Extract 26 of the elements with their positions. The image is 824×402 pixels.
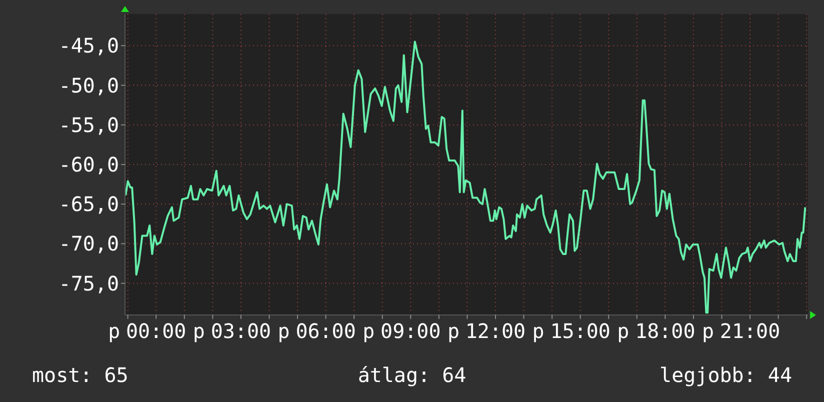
text: p xyxy=(532,319,544,343)
y-tick-label: -60,0 xyxy=(58,152,119,176)
text: most: 65 xyxy=(32,363,128,387)
text: p xyxy=(447,319,460,343)
text: p xyxy=(108,319,120,343)
x-tick-label: 09:00 xyxy=(380,319,441,343)
y-tick-label: -70,0 xyxy=(58,232,119,256)
text: p xyxy=(702,319,714,343)
x-tick-label: 21:00 xyxy=(720,319,780,343)
x-tick-label: 18:00 xyxy=(635,319,696,343)
y-tick-label: -55,0 xyxy=(58,112,119,137)
y-tick-label: -65,0 xyxy=(58,192,119,216)
x-tick-label: 15:00 xyxy=(550,319,610,343)
text: átlag: 64 xyxy=(358,363,466,387)
text: p xyxy=(362,319,375,343)
text: legjobb: 44 xyxy=(660,363,792,387)
text: p xyxy=(192,319,205,343)
x-tick-label: 12:00 xyxy=(465,319,526,343)
y-tick-label: -45,0 xyxy=(58,34,119,58)
x-tick-label: 03:00 xyxy=(210,319,272,343)
y-tick-label: -75,0 xyxy=(58,271,119,296)
y-tick-label: -50,0 xyxy=(58,73,119,98)
text: p xyxy=(278,319,290,343)
x-tick-label: 06:00 xyxy=(296,319,356,343)
text: p xyxy=(617,319,630,343)
x-tick-label: 00:00 xyxy=(126,319,186,343)
